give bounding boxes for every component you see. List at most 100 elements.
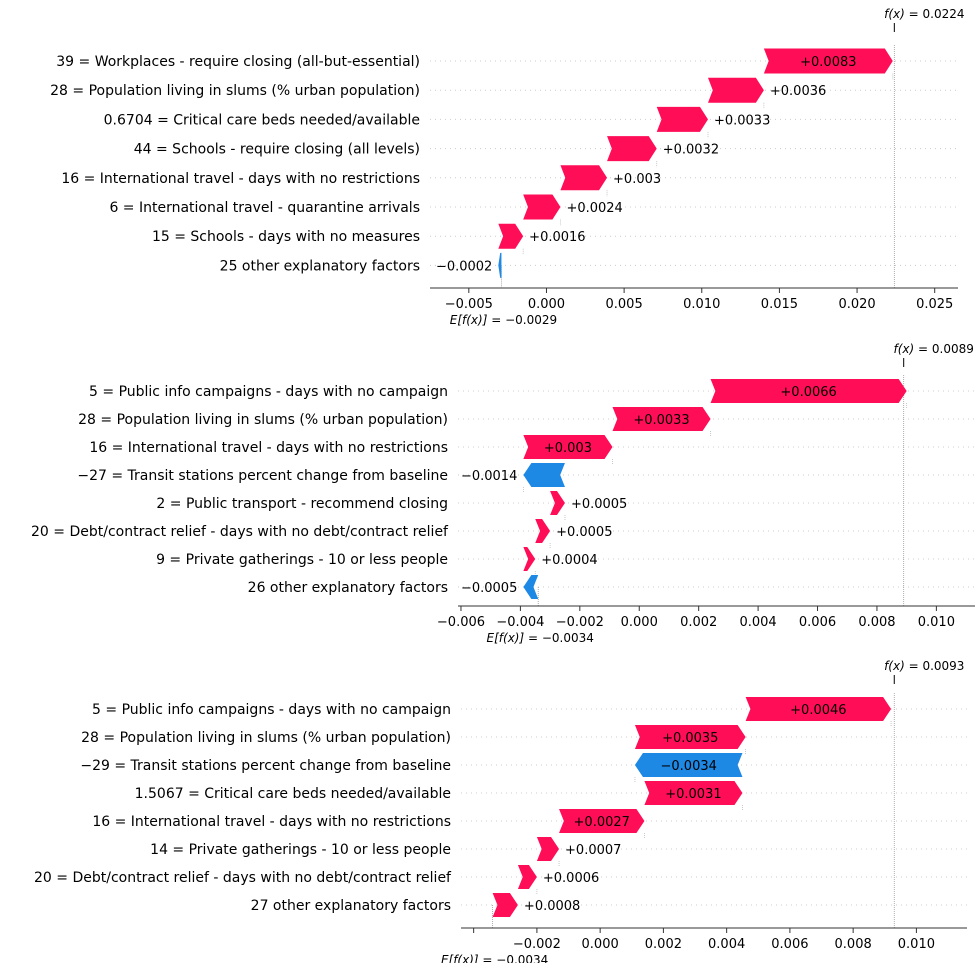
- feature-label: 28 = Population living in slums (% urban…: [50, 83, 420, 99]
- bar-value-label: +0.0046: [790, 703, 846, 718]
- bar-value-label: +0.0008: [524, 899, 580, 914]
- bar-value-label: −0.0014: [461, 469, 517, 484]
- fx-equals: =: [905, 659, 923, 673]
- base-value-annotation: E[f(x)] = −0.0034: [487, 631, 594, 645]
- waterfall-panel-2: f(x) = 0.0089 5 = Public info campaigns -…: [31, 342, 975, 645]
- bar-value-label: −0.0034: [661, 759, 717, 774]
- bar-value-label: +0.0005: [571, 497, 627, 512]
- bar-value-label: +0.0016: [529, 230, 585, 245]
- base-value: −0.0029: [505, 313, 557, 327]
- positive-contribution-bar: [656, 106, 708, 132]
- feature-label: 16 = International travel - days with no…: [61, 171, 420, 187]
- base-label: E[f(x)]: [450, 313, 488, 327]
- fx-label: f(x): [884, 7, 905, 21]
- fx-equals: =: [914, 342, 932, 356]
- bar-value-label: +0.0006: [543, 871, 599, 886]
- feature-label: 20 = Debt/contract relief - days with no…: [31, 524, 449, 540]
- bar-value-label: −0.0002: [436, 259, 492, 274]
- positive-contribution-bar: [612, 407, 711, 431]
- x-tick-label: 0.010: [918, 615, 955, 630]
- fx-annotation: f(x) = 0.0089: [893, 342, 973, 356]
- positive-contribution-bar: [745, 697, 892, 721]
- x-tick-label: 0.025: [916, 297, 953, 312]
- feature-label: 14 = Private gatherings - 10 or less peo…: [150, 842, 451, 858]
- feature-label: −27 = Transit stations percent change fr…: [77, 468, 448, 484]
- x-tick-label: 0.008: [835, 937, 872, 952]
- positive-contribution-bar: [523, 547, 536, 571]
- fx-annotation: f(x) = 0.0224: [884, 7, 964, 21]
- positive-contribution-bar: [517, 865, 537, 889]
- negative-contribution-bar: [634, 753, 743, 777]
- base-equals: =: [524, 631, 542, 645]
- x-tick-label: 0.002: [645, 937, 682, 952]
- x-tick-label: −0.002: [513, 937, 561, 952]
- positive-contribution-bar: [707, 77, 764, 103]
- feature-label: 39 = Workplaces - require closing (all-b…: [56, 54, 420, 70]
- positive-contribution-bar: [492, 893, 518, 917]
- waterfall-panel-3: f(x) = 0.0093 5 = Public info campaigns -…: [34, 659, 967, 963]
- feature-label: 0.6704 = Critical care beds needed/avail…: [104, 112, 420, 128]
- feature-label: 28 = Population living in slums (% urban…: [78, 412, 448, 428]
- positive-contribution-bar: [644, 781, 743, 805]
- base-label: E[f(x)]: [441, 953, 479, 963]
- feature-label: 9 = Private gatherings - 10 or less peop…: [156, 552, 448, 568]
- bar-value-label: +0.003: [613, 172, 661, 187]
- bar-value-label: −0.0005: [461, 581, 517, 596]
- x-tick-label: 0.004: [708, 937, 745, 952]
- x-tick-label: 0.015: [761, 297, 798, 312]
- positive-contribution-bar: [523, 435, 613, 459]
- feature-label: 6 = International travel - quarantine ar…: [109, 200, 420, 216]
- positive-contribution-bar: [498, 223, 524, 249]
- positive-contribution-bar: [763, 48, 893, 74]
- waterfall-panel-1: f(x) = 0.0224 39 = Workplaces - require c…: [50, 7, 964, 327]
- positive-contribution-bar: [523, 194, 561, 220]
- positive-contribution-bar: [607, 136, 657, 162]
- bar-value-label: +0.0004: [541, 553, 597, 568]
- x-tick-label: −0.006: [437, 615, 485, 630]
- base-equals: =: [487, 313, 505, 327]
- fx-annotation: f(x) = 0.0093: [884, 659, 964, 673]
- positive-contribution-bar: [559, 809, 645, 833]
- bar-value-label: +0.0033: [633, 413, 689, 428]
- x-tick-label: 0.010: [683, 297, 720, 312]
- bar-value-label: +0.0027: [574, 815, 630, 830]
- fx-value: 0.0089: [932, 342, 974, 356]
- feature-label: 44 = Schools - require closing (all leve…: [134, 142, 420, 158]
- x-tick-label: 0.000: [582, 937, 619, 952]
- fx-label: f(x): [893, 342, 914, 356]
- bar-value-label: +0.0024: [566, 201, 622, 216]
- positive-contribution-bar: [560, 165, 608, 191]
- fx-value: 0.0224: [923, 7, 965, 21]
- feature-label: 20 = Debt/contract relief - days with no…: [34, 870, 452, 886]
- feature-label: 16 = International travel - days with no…: [89, 440, 448, 456]
- negative-contribution-bar: [523, 575, 539, 599]
- feature-label: 5 = Public info campaigns - days with no…: [89, 384, 448, 400]
- feature-label: 5 = Public info campaigns - days with no…: [92, 702, 451, 718]
- x-tick-label: 0.010: [898, 937, 935, 952]
- x-tick-label: 0.020: [838, 297, 875, 312]
- positive-contribution-bar: [710, 379, 907, 403]
- positive-contribution-bar: [550, 491, 565, 515]
- base-label: E[f(x)]: [487, 631, 525, 645]
- x-tick-label: 0.004: [739, 615, 776, 630]
- x-tick-label: −0.004: [496, 615, 544, 630]
- bar-value-label: +0.0083: [800, 55, 856, 70]
- bar-value-label: +0.0066: [780, 385, 836, 400]
- feature-label: 28 = Population living in slums (% urban…: [81, 730, 451, 746]
- bar-value-label: +0.0035: [662, 731, 718, 746]
- feature-label: 26 other explanatory factors: [248, 580, 448, 596]
- bar-value-label: +0.0036: [770, 84, 826, 99]
- positive-contribution-bar: [634, 725, 746, 749]
- bar-value-label: +0.003: [544, 441, 592, 456]
- fx-value: 0.0093: [922, 659, 964, 673]
- base-equals: =: [479, 953, 497, 963]
- negative-contribution-bar: [523, 463, 565, 487]
- base-value-annotation: E[f(x)] = −0.0029: [450, 313, 557, 327]
- base-value: −0.0034: [496, 953, 548, 963]
- feature-label: −29 = Transit stations percent change fr…: [80, 758, 451, 774]
- feature-label: 25 other explanatory factors: [220, 258, 420, 274]
- x-tick-label: 0.002: [680, 615, 717, 630]
- positive-contribution-bar: [535, 519, 551, 543]
- x-tick-label: 0.000: [528, 297, 565, 312]
